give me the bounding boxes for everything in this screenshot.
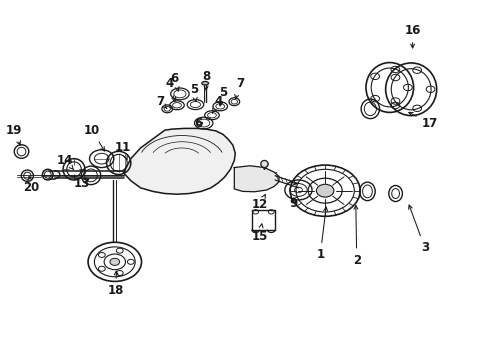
Polygon shape (123, 129, 235, 194)
Text: 2: 2 (353, 205, 361, 266)
Text: 3: 3 (409, 205, 429, 254)
Text: 16: 16 (404, 24, 421, 48)
Text: 19: 19 (6, 124, 23, 145)
Text: 5: 5 (190, 83, 198, 102)
Text: 8: 8 (202, 70, 210, 90)
Text: 4: 4 (212, 95, 222, 113)
Polygon shape (234, 166, 279, 192)
Text: 14: 14 (57, 154, 74, 170)
Text: 15: 15 (251, 224, 268, 243)
Text: 13: 13 (74, 177, 90, 190)
Text: 11: 11 (115, 141, 131, 160)
Text: 7: 7 (235, 77, 244, 99)
Text: 7: 7 (156, 95, 167, 108)
Text: 9: 9 (290, 197, 298, 210)
Circle shape (317, 184, 334, 197)
Text: 5: 5 (219, 86, 227, 106)
Text: 6: 6 (195, 117, 203, 130)
Text: 10: 10 (84, 124, 104, 151)
Circle shape (110, 258, 120, 265)
Ellipse shape (261, 161, 268, 167)
Ellipse shape (202, 81, 209, 85)
Text: 4: 4 (166, 77, 175, 102)
Text: 6: 6 (171, 72, 179, 91)
Text: 12: 12 (251, 194, 268, 211)
Text: 1: 1 (316, 207, 328, 261)
Text: 17: 17 (409, 112, 438, 130)
Text: 20: 20 (23, 176, 39, 194)
Text: 18: 18 (108, 271, 124, 297)
